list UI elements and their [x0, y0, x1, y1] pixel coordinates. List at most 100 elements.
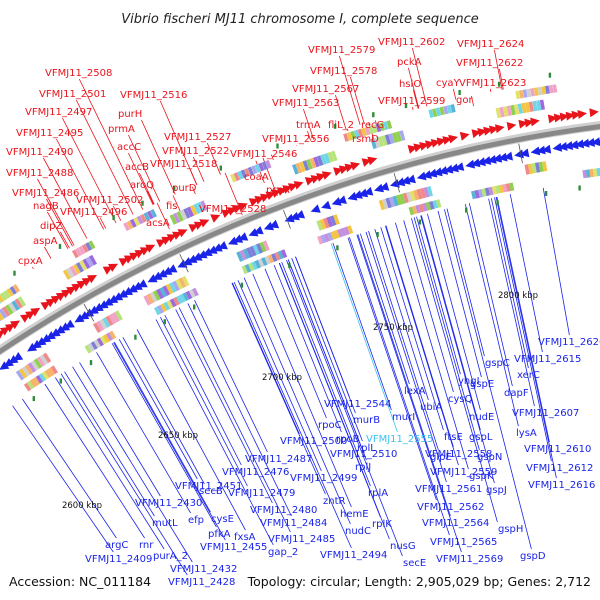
scale-tick-line-2 [283, 209, 291, 229]
reverse-gene-arrow-80 [503, 151, 513, 161]
cog-block-t2-37 [256, 243, 264, 254]
cog-block-t1-14 [81, 244, 89, 253]
gene-label-rev-8: VFMJ11_2487 [245, 454, 312, 465]
cog-block-t0-62 [536, 100, 542, 111]
cog-block-t1-37 [343, 133, 349, 142]
cog-block-t2-5 [30, 360, 40, 371]
cog-block-t3-71 [495, 185, 501, 194]
cog-block-t2-8 [39, 354, 49, 365]
cog-block-t3-11 [87, 343, 95, 352]
forward-gene-arrow-40 [237, 202, 248, 212]
leader-line-rev-70 [444, 209, 532, 550]
cog-block-t0-9 [14, 298, 23, 309]
cog-block-t2-44 [329, 215, 337, 226]
cog-block-t0-38 [320, 154, 327, 165]
leader-line-rev-46 [368, 230, 439, 451]
reverse-gene-arrow-46 [263, 221, 274, 231]
gene-label-rev-35: gspE [470, 379, 494, 390]
gene-label-rev-10: VFMJ11_2499 [290, 473, 357, 484]
gene-label-rev-48: gspN [477, 452, 502, 463]
gene-label-rev-7: VFMJ11_2610 [524, 444, 591, 455]
cog-block-t1-57 [515, 90, 521, 100]
leader-line-fwd-2 [494, 49, 503, 90]
gene-label-fwd-6: VFMJ11_2508 [45, 68, 112, 79]
gene-label-rev-16: VFMJ11_2616 [528, 480, 595, 491]
gene-label-fwd-12: VFMJ11_2497 [25, 107, 92, 118]
forward-gene-arrow-7 [20, 314, 31, 323]
gene-label-fwd-3: VFMJ11_2578 [310, 66, 377, 77]
cog-block-t2-10 [93, 322, 102, 333]
gene-label-rev-68: gap_2 [268, 547, 298, 558]
cog-block-t0-44 [377, 136, 384, 147]
cog-block-t3-30 [188, 289, 196, 298]
cog-block-t1-44 [368, 125, 375, 135]
track-mark-3 [112, 215, 115, 221]
cog-block-t2-51 [395, 194, 403, 206]
cog-block-t1-24 [146, 210, 154, 220]
cog-block-t2-63 [531, 162, 537, 174]
reverse-gene-arrow-69 [438, 166, 449, 175]
cog-block-t0-15 [75, 262, 84, 273]
leader-line-rev-41 [264, 268, 327, 419]
cog-block-t3-58 [418, 203, 425, 213]
cog-block-t0-27 [193, 203, 201, 214]
cog-block-t1-64 [541, 86, 547, 95]
cog-block-t0-17 [82, 258, 91, 269]
reverse-gene-arrow-44 [248, 228, 259, 237]
gene-label-rev-43: lysA [516, 428, 537, 439]
gene-label-rev-44: ftsE [444, 432, 463, 443]
forward-gene-arrow-13 [55, 292, 66, 302]
cog-block-t2-18 [143, 295, 152, 306]
gene-label-rev-13: VFMJ11_2451 [175, 481, 242, 492]
reverse-gene-arrow-18 [98, 300, 109, 309]
leader-line-fwd-12 [62, 117, 117, 224]
gene-label-fwd-28: gor [456, 95, 473, 106]
reverse-gene-arrow-83 [530, 146, 541, 156]
leader-line-rev-35 [437, 210, 482, 378]
cog-block-t2-38 [259, 241, 267, 253]
forward-gene-arrow-53 [321, 171, 332, 180]
cog-block-t2-22 [156, 288, 164, 300]
gene-label-fwd-16: VFMJ11_2556 [262, 134, 329, 145]
gene-label-fwd-23: VFMJ11_2496 [60, 207, 127, 218]
track-mark-28 [578, 185, 581, 191]
gene-label-fwd-36: accB [125, 162, 149, 173]
cog-block-t3-29 [185, 290, 193, 300]
reverse-gene-arrow-71 [449, 163, 459, 173]
cog-block-t3-41 [271, 253, 278, 262]
forward-gene-arrow-79 [553, 113, 564, 123]
cog-block-t3-45 [317, 235, 324, 245]
cog-block-t1-12 [75, 247, 83, 257]
forward-gene-arrow-83 [577, 110, 587, 119]
reverse-gene-arrow-64 [406, 174, 416, 184]
leader-line-fwd-37 [147, 190, 155, 205]
cog-block-t1-58 [519, 90, 524, 99]
cog-block-t3-40 [267, 254, 275, 264]
gene-label-rev-37: cysQ [448, 394, 473, 405]
forward-gene-arrow-20 [102, 266, 113, 275]
reverse-gene-arrow-6 [36, 337, 47, 346]
forward-gene-arrow-80 [559, 112, 570, 122]
cog-block-t3-37 [257, 258, 265, 268]
cog-block-t3-28 [182, 292, 190, 301]
cog-block-t3-52 [340, 227, 347, 237]
cog-block-t2-2 [21, 366, 31, 377]
leader-line-rev-12 [494, 197, 552, 462]
cog-block-t1-60 [526, 88, 532, 98]
cog-block-t2-64 [535, 162, 541, 173]
leader-line-rev-50 [287, 259, 367, 461]
gene-label-rev-52: secB [199, 486, 223, 497]
cog-block-t3-8 [47, 367, 55, 376]
cog-block-t2-0 [15, 370, 25, 381]
gene-label-rev-2: VFMJ11_2544 [324, 399, 391, 410]
reverse-gene-arrow-66 [422, 170, 432, 179]
reverse-gene-arrow-50 [295, 210, 306, 219]
reverse-gene-arrow-91 [580, 138, 590, 148]
gene-label-fwd-17: VFMJ11_2490 [6, 147, 73, 158]
forward-gene-arrow-3 [0, 330, 5, 339]
track-mark-1 [13, 270, 16, 276]
reverse-gene-arrow-30 [162, 266, 173, 275]
cog-block-t0-53 [502, 106, 509, 117]
map-title: Vibrio fischeri MJ11 chromosome I, compl… [121, 12, 479, 27]
forward-gene-arrow-16 [71, 283, 82, 293]
